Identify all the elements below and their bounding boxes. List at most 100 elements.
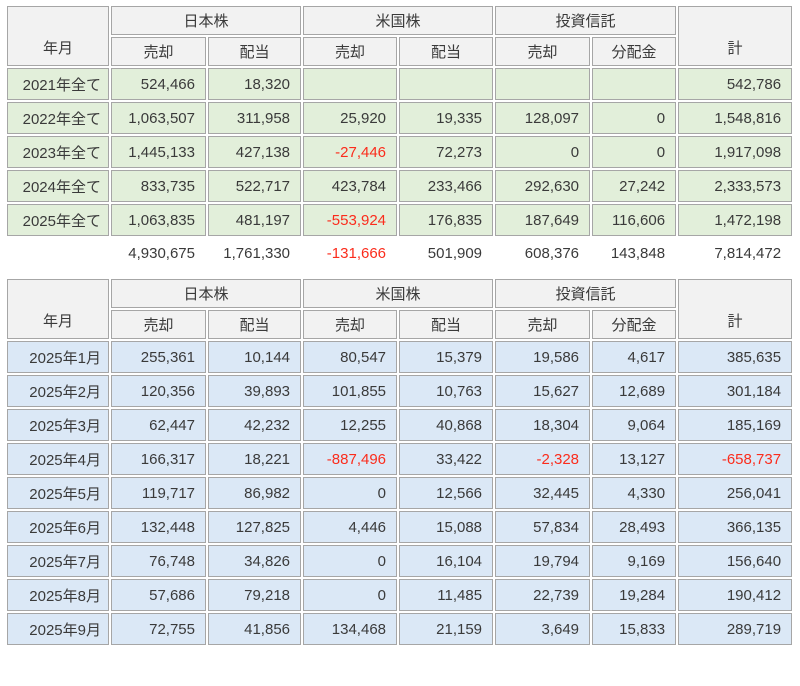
value-cell: 19,335 [399,102,494,134]
row-label: 2025年9月 [7,613,109,645]
value-cell: 33,422 [399,443,494,475]
row-label: 2025年4月 [7,443,109,475]
value-cell: 116,606 [592,204,677,236]
value-cell: 289,719 [678,613,793,645]
row-label: 2025年3月 [7,409,109,441]
row-label: 2022年全て [7,102,109,134]
value-cell: 0 [592,102,677,134]
total-cell: -131,666 [326,244,387,262]
value-cell: 522,717 [208,170,302,202]
total-cell: 7,814,472 [714,244,782,262]
value-cell: 86,982 [208,477,302,509]
value-cell: 166,317 [111,443,206,475]
column-header-total: 計 [678,279,793,339]
value-cell: 10,144 [208,341,302,373]
value-cell: 22,739 [495,579,591,611]
table-row: 2025年8月 57,686 79,218 0 11,485 22,739 19,284 19… [7,579,793,611]
table-row: 2025年2月 120,356 39,893 101,855 10,763 15,627 1… [7,375,793,407]
column-header-jp-sell: 売却 [111,37,206,66]
value-cell: 15,379 [399,341,494,373]
value-cell: 1,063,507 [111,102,206,134]
table-header: 年月 日本株 米国株 投資信託 計 売却 配当 売却 配当 売却 分配金 [7,279,793,339]
row-label: 2025年2月 [7,375,109,407]
table-row: 2025年全て 1,063,835 481,197 -553,924 176,835 18… [7,204,793,236]
value-cell: 0 [495,136,591,168]
value-cell: 79,218 [208,579,302,611]
value-cell: 301,184 [678,375,793,407]
value-cell: 19,586 [495,341,591,373]
value-cell: 4,617 [592,341,677,373]
table-row: 2024年全て 833,735 522,717 423,784 233,466 292,6… [7,170,793,202]
value-cell: 1,548,816 [678,102,793,134]
value-cell: -553,924 [303,204,398,236]
value-cell: 12,255 [303,409,398,441]
value-cell: 42,232 [208,409,302,441]
value-cell: 25,920 [303,102,398,134]
yearly-summary-table: 年月 日本株 米国株 投資信託 計 売却 配当 売却 配当 売却 分配金 202… [5,4,794,270]
value-cell: 101,855 [303,375,398,407]
totals-label-cell [7,238,109,268]
value-cell: 72,273 [399,136,494,168]
value-cell: -2,328 [495,443,591,475]
totals-row: 4,930,675 1,761,330 -131,666 501,909 608,376… [7,238,792,268]
value-cell: 19,794 [495,545,591,577]
group-header-row: 年月 日本株 米国株 投資信託 計 [7,6,793,66]
value-cell [495,68,591,100]
row-label: 2025年全て [7,204,109,236]
value-cell: 833,735 [111,170,206,202]
total-cell: 143,848 [610,244,666,262]
column-group-mutual-funds: 投資信託 [495,279,677,308]
value-cell: 185,169 [678,409,793,441]
value-cell: 0 [303,477,398,509]
value-cell: 57,834 [495,511,591,543]
row-label: 2025年1月 [7,341,109,373]
value-cell: 28,493 [592,511,677,543]
total-cell: 4,930,675 [128,244,195,262]
value-cell: 524,466 [111,68,206,100]
value-cell: 120,356 [111,375,206,407]
column-header-fund-distribution: 分配金 [592,37,677,66]
value-cell: 21,159 [399,613,494,645]
column-header-jp-sell: 売却 [111,310,206,339]
value-cell: -887,496 [303,443,398,475]
column-group-us-stocks: 米国株 [303,6,494,35]
value-cell: 256,041 [678,477,793,509]
value-cell: 32,445 [495,477,591,509]
column-header-jp-dividend: 配当 [208,310,302,339]
value-cell: 385,635 [678,341,793,373]
sub-header-row: 売却 配当 売却 配当 売却 分配金 [7,37,792,66]
value-cell: 0 [592,136,677,168]
value-cell: -27,446 [303,136,398,168]
value-cell: 119,717 [111,477,206,509]
row-label: 2023年全て [7,136,109,168]
value-cell: 156,640 [678,545,793,577]
value-cell: 311,958 [208,102,302,134]
table-row: 2025年7月 76,748 34,826 0 16,104 19,794 9,169 156… [7,545,793,577]
value-cell: 4,446 [303,511,398,543]
value-cell: 255,361 [111,341,206,373]
monthly-2025-table: 年月 日本株 米国株 投資信託 計 売却 配当 売却 配当 売却 分配金 202… [5,277,794,647]
table-row: 2021年全て 524,466 18,320 542,786 [7,68,793,100]
value-cell: 2,333,573 [678,170,793,202]
value-cell: 128,097 [495,102,591,134]
total-cell: 1,761,330 [223,244,291,262]
column-group-mutual-funds: 投資信託 [495,6,677,35]
table-body: 2025年1月 255,361 10,144 80,547 15,379 19,586 4,… [7,341,793,645]
value-cell: 1,063,835 [111,204,206,236]
table-footer: 4,930,675 1,761,330 -131,666 501,909 608,376… [7,238,792,268]
value-cell: 80,547 [303,341,398,373]
column-header-us-dividend: 配当 [399,310,494,339]
value-cell: 12,689 [592,375,677,407]
column-header-yearmonth: 年月 [7,6,109,66]
value-cell: 190,412 [678,579,793,611]
row-label: 2021年全て [7,68,109,100]
table-row: 2025年1月 255,361 10,144 80,547 15,379 19,586 4,… [7,341,793,373]
table-header: 年月 日本株 米国株 投資信託 計 売却 配当 売却 配当 売却 分配金 [7,6,793,66]
value-cell: 1,472,198 [678,204,793,236]
value-cell: 4,330 [592,477,677,509]
value-cell: 19,284 [592,579,677,611]
column-header-jp-dividend: 配当 [208,37,302,66]
column-group-japan-stocks: 日本株 [111,279,302,308]
column-header-fund-sell: 売却 [495,310,591,339]
value-cell: 10,763 [399,375,494,407]
